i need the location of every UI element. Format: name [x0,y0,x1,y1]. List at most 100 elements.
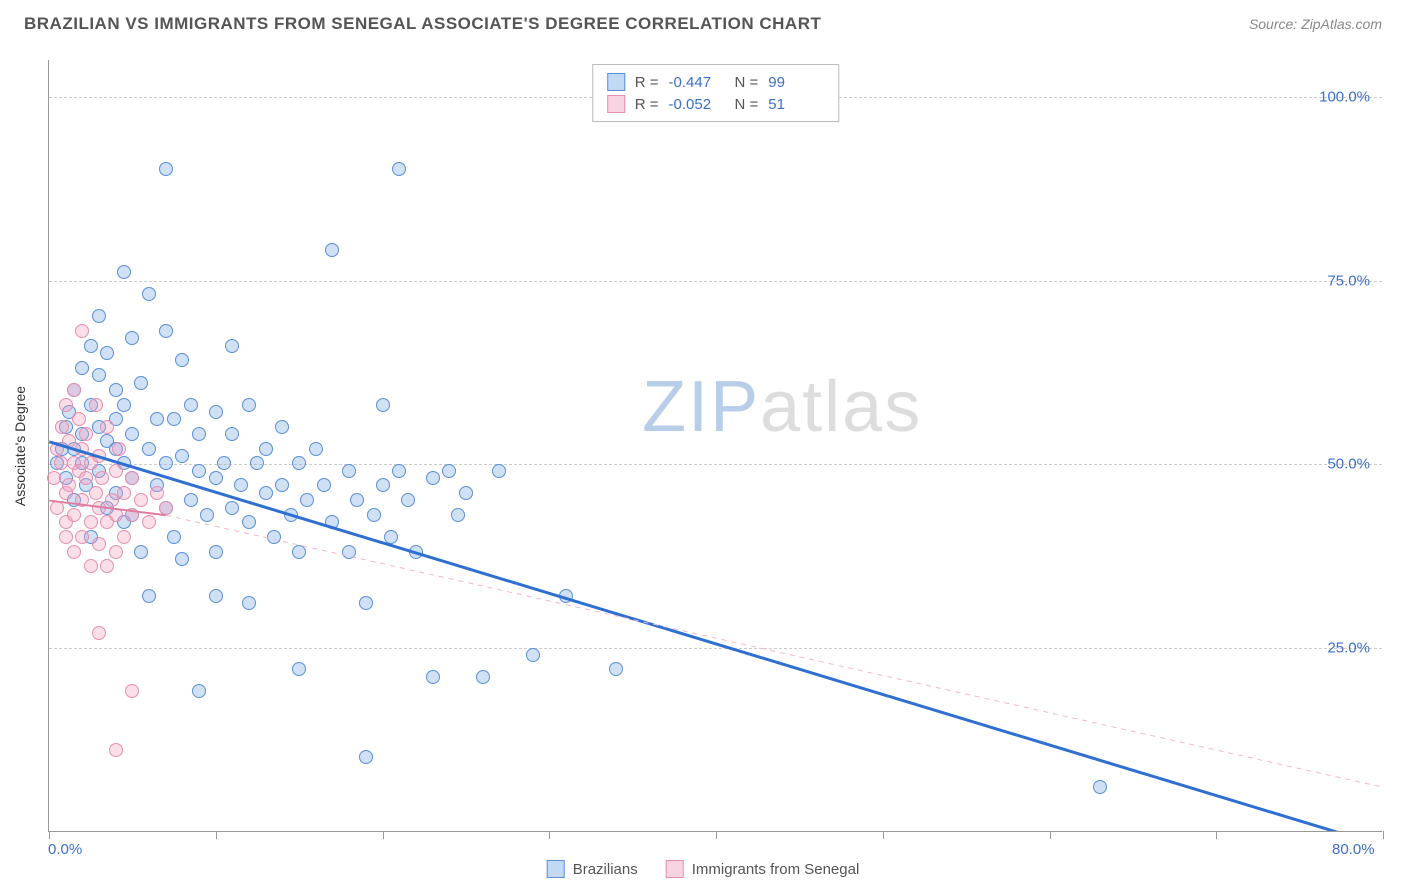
gridline [49,648,1382,649]
point-brazilians [451,508,465,522]
correlation-stats-box: R = -0.447 N = 99 R = -0.052 N = 51 [592,64,840,122]
point-senegal [84,515,98,529]
point-brazilians [359,750,373,764]
point-brazilians [159,324,173,338]
series-legend: Brazilians Immigrants from Senegal [547,860,860,878]
point-brazilians [175,449,189,463]
point-brazilians [225,427,239,441]
stats-row-brazilians: R = -0.447 N = 99 [607,71,825,93]
point-brazilians [242,596,256,610]
point-brazilians [234,478,248,492]
point-brazilians [259,442,273,456]
point-brazilians [209,405,223,419]
point-brazilians [142,589,156,603]
x-tick [49,831,50,839]
point-brazilians [142,287,156,301]
y-tick-label: 100.0% [1319,88,1370,105]
point-senegal [109,545,123,559]
point-senegal [159,501,173,515]
chart-title: BRAZILIAN VS IMMIGRANTS FROM SENEGAL ASS… [24,14,821,34]
point-brazilians [359,596,373,610]
point-senegal [67,545,81,559]
point-brazilians [342,464,356,478]
point-senegal [54,456,68,470]
trend-lines [49,60,1382,831]
point-senegal [117,530,131,544]
point-brazilians [142,442,156,456]
chart-source: Source: ZipAtlas.com [1249,16,1382,32]
legend-item-senegal: Immigrants from Senegal [666,860,860,878]
point-brazilians [75,361,89,375]
point-brazilians [109,383,123,397]
point-brazilians [200,508,214,522]
point-senegal [142,515,156,529]
point-brazilians [192,464,206,478]
point-brazilians [100,346,114,360]
watermark: ZIPatlas [642,366,922,448]
point-senegal [67,383,81,397]
x-tick [883,831,884,839]
point-brazilians [134,376,148,390]
point-brazilians [325,515,339,529]
point-senegal [92,449,106,463]
stats-row-senegal: R = -0.052 N = 51 [607,93,825,115]
y-tick-label: 25.0% [1327,640,1370,657]
point-brazilians [1093,780,1107,794]
point-senegal [109,464,123,478]
point-brazilians [459,486,473,500]
n-value-senegal: 51 [768,96,824,113]
point-senegal [125,508,139,522]
point-senegal [89,398,103,412]
point-brazilians [209,471,223,485]
point-brazilians [609,662,623,676]
point-senegal [55,420,69,434]
chart-plot-area: ZIPatlas R = -0.447 N = 99 R = -0.052 N … [48,60,1382,832]
point-senegal [92,626,106,640]
swatch-brazilians [607,73,625,91]
swatch-senegal [607,95,625,113]
point-brazilians [209,589,223,603]
point-brazilians [309,442,323,456]
point-brazilians [209,545,223,559]
point-brazilians [559,589,573,603]
point-brazilians [159,456,173,470]
point-brazilians [159,162,173,176]
point-brazilians [117,398,131,412]
point-brazilians [442,464,456,478]
x-tick [216,831,217,839]
point-brazilians [376,478,390,492]
x-tick-label-min: 0.0% [48,841,82,858]
point-brazilians [476,670,490,684]
point-senegal [59,530,73,544]
r-value-senegal: -0.052 [669,96,725,113]
point-brazilians [392,464,406,478]
point-senegal [59,398,73,412]
point-brazilians [175,552,189,566]
legend-swatch-senegal [666,860,684,878]
point-brazilians [192,684,206,698]
point-brazilians [175,353,189,367]
point-brazilians [284,508,298,522]
point-brazilians [117,265,131,279]
point-senegal [89,486,103,500]
point-brazilians [275,478,289,492]
point-senegal [67,508,81,522]
point-brazilians [342,545,356,559]
point-brazilians [317,478,331,492]
point-senegal [117,486,131,500]
point-brazilians [376,398,390,412]
point-senegal [75,530,89,544]
point-senegal [125,471,139,485]
point-brazilians [167,412,181,426]
legend-item-brazilians: Brazilians [547,860,638,878]
point-senegal [112,442,126,456]
x-tick [716,831,717,839]
point-senegal [62,478,76,492]
point-brazilians [242,515,256,529]
x-tick [383,831,384,839]
point-senegal [134,493,148,507]
point-brazilians [250,456,264,470]
point-brazilians [134,545,148,559]
point-brazilians [426,670,440,684]
point-brazilians [401,493,415,507]
